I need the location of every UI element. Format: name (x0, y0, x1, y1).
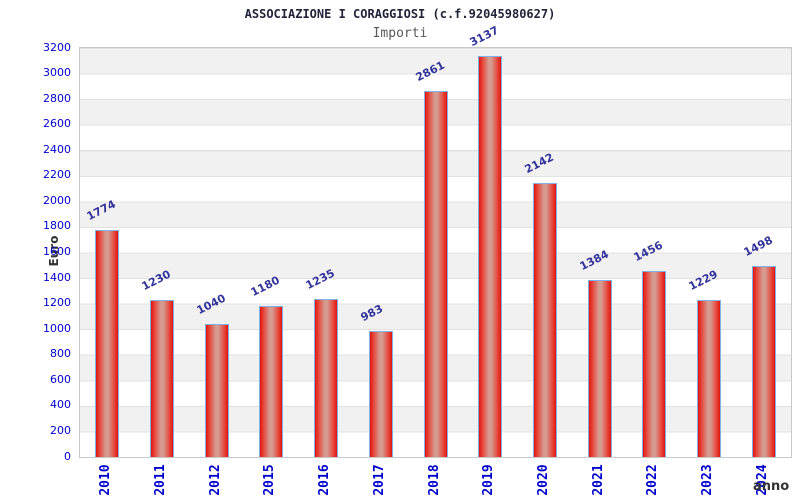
x-tick-label-2019: 2019 (481, 464, 497, 496)
bar-2018 (423, 91, 448, 457)
x-axis-title: anno (753, 479, 790, 494)
bar-2017 (368, 331, 393, 457)
x-tick-label-2010: 2010 (98, 464, 114, 496)
x-tick-label-2021: 2021 (590, 464, 606, 496)
x-tick-label-2017: 2017 (371, 464, 387, 496)
y-tick-label: 3200 (43, 40, 71, 54)
x-tick-label-2023: 2023 (699, 464, 715, 496)
y-tick-label: 1000 (43, 321, 71, 335)
bar-2021 (587, 280, 612, 457)
bar-2024 (751, 265, 776, 457)
bar-2020 (532, 183, 557, 457)
y-tick-label: 800 (50, 347, 71, 361)
x-tick-label-2011: 2011 (153, 464, 169, 496)
y-tick-label: 2800 (43, 91, 71, 105)
plot-area (79, 47, 792, 458)
bar-2022 (642, 270, 667, 457)
y-tick-label: 1200 (43, 296, 71, 310)
x-tick-label-2018: 2018 (426, 464, 442, 496)
x-tick-label-2020: 2020 (535, 464, 551, 496)
y-tick-label: 1400 (43, 270, 71, 284)
x-tick-label-2022: 2022 (645, 464, 661, 496)
y-tick-label: 0 (64, 449, 71, 463)
bar-2012 (204, 324, 229, 457)
x-tick-label-2012: 2012 (207, 464, 223, 496)
chart-subtitle: Importi (372, 26, 428, 41)
x-tick-label-2016: 2016 (317, 464, 333, 496)
bar-2010 (95, 230, 120, 457)
y-tick-label: 400 (50, 398, 71, 412)
y-tick-label: 2200 (43, 168, 71, 182)
y-tick-label: 2400 (43, 142, 71, 156)
bar-2015 (259, 306, 284, 457)
y-tick-label: 2600 (43, 117, 71, 131)
bar-2016 (314, 299, 339, 457)
bar-2023 (696, 299, 721, 457)
y-tick-label: 2000 (43, 193, 71, 207)
bar-2011 (150, 299, 175, 457)
y-tick-label: 1800 (43, 219, 71, 233)
y-tick-label: 200 (50, 423, 71, 437)
y-tick-label: 1600 (43, 245, 71, 258)
y-tick-label: 3000 (43, 66, 71, 80)
chart-title: ASSOCIAZIONE I CORAGGIOSI (c.f.920459806… (244, 7, 556, 21)
x-tick-label-2015: 2015 (262, 464, 278, 496)
bar-2019 (478, 56, 503, 457)
y-tick-label: 600 (50, 372, 71, 386)
